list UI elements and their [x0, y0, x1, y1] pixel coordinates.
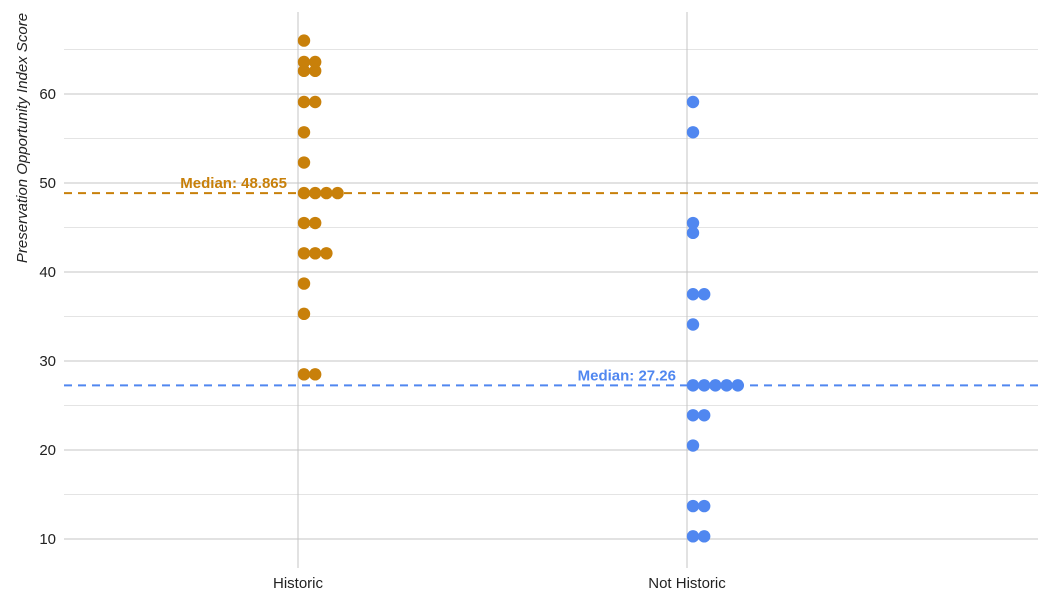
data-point	[309, 186, 322, 200]
median-label: Median: 27.26	[578, 367, 676, 384]
data-point	[331, 186, 344, 200]
data-point	[309, 95, 322, 109]
data-point	[297, 277, 311, 290]
data-point	[698, 409, 711, 422]
y-axis-title: Preservation Opportunity Index Score	[14, 13, 31, 263]
median-lines: Median: 48.865 Median: 27.26	[64, 175, 1038, 387]
y-axis-ticks: 10 20 30 40 50 60	[39, 86, 56, 548]
data-point	[297, 55, 311, 69]
data-point	[686, 379, 700, 392]
y-tick-label: 20	[39, 442, 56, 459]
data-point	[686, 530, 700, 543]
data-point	[297, 307, 311, 321]
data-point	[297, 216, 311, 230]
y-tick-label: 10	[39, 531, 56, 548]
data-point	[320, 186, 333, 200]
data-point	[698, 379, 711, 392]
data-point	[309, 55, 322, 69]
category-axis-lines	[297, 12, 688, 568]
data-points	[297, 34, 744, 543]
y-tick-label: 50	[39, 175, 56, 192]
data-point	[297, 64, 311, 78]
median-label: Median: 48.865	[180, 175, 287, 192]
data-point	[686, 288, 700, 301]
grid-lines	[64, 49, 1038, 540]
data-point	[297, 186, 311, 200]
x-tick-label: Not Historic	[648, 575, 726, 592]
data-point	[698, 288, 711, 301]
data-point	[309, 368, 322, 381]
data-point	[297, 95, 311, 109]
data-point	[309, 64, 322, 78]
data-point	[686, 499, 700, 513]
data-point	[686, 216, 700, 230]
data-point	[709, 379, 722, 392]
data-point	[698, 499, 711, 513]
data-point	[297, 368, 311, 381]
data-point	[297, 156, 311, 169]
y-tick-label: 40	[39, 264, 56, 281]
data-point	[686, 318, 700, 331]
data-point	[297, 247, 311, 260]
data-point	[731, 379, 744, 392]
data-point	[686, 439, 700, 452]
data-point	[309, 216, 322, 230]
x-tick-label: Historic	[273, 575, 324, 592]
data-point	[698, 530, 711, 543]
data-point	[686, 409, 700, 422]
data-point	[686, 226, 700, 240]
data-point	[297, 34, 311, 47]
data-point	[297, 126, 311, 139]
data-point	[686, 95, 700, 109]
y-tick-label: 30	[39, 353, 56, 370]
x-axis-ticks: Historic Not Historic	[273, 575, 726, 592]
y-tick-label: 60	[39, 86, 56, 103]
data-point	[686, 126, 700, 139]
data-point	[720, 379, 733, 392]
data-point	[309, 247, 322, 260]
data-point	[320, 247, 333, 260]
